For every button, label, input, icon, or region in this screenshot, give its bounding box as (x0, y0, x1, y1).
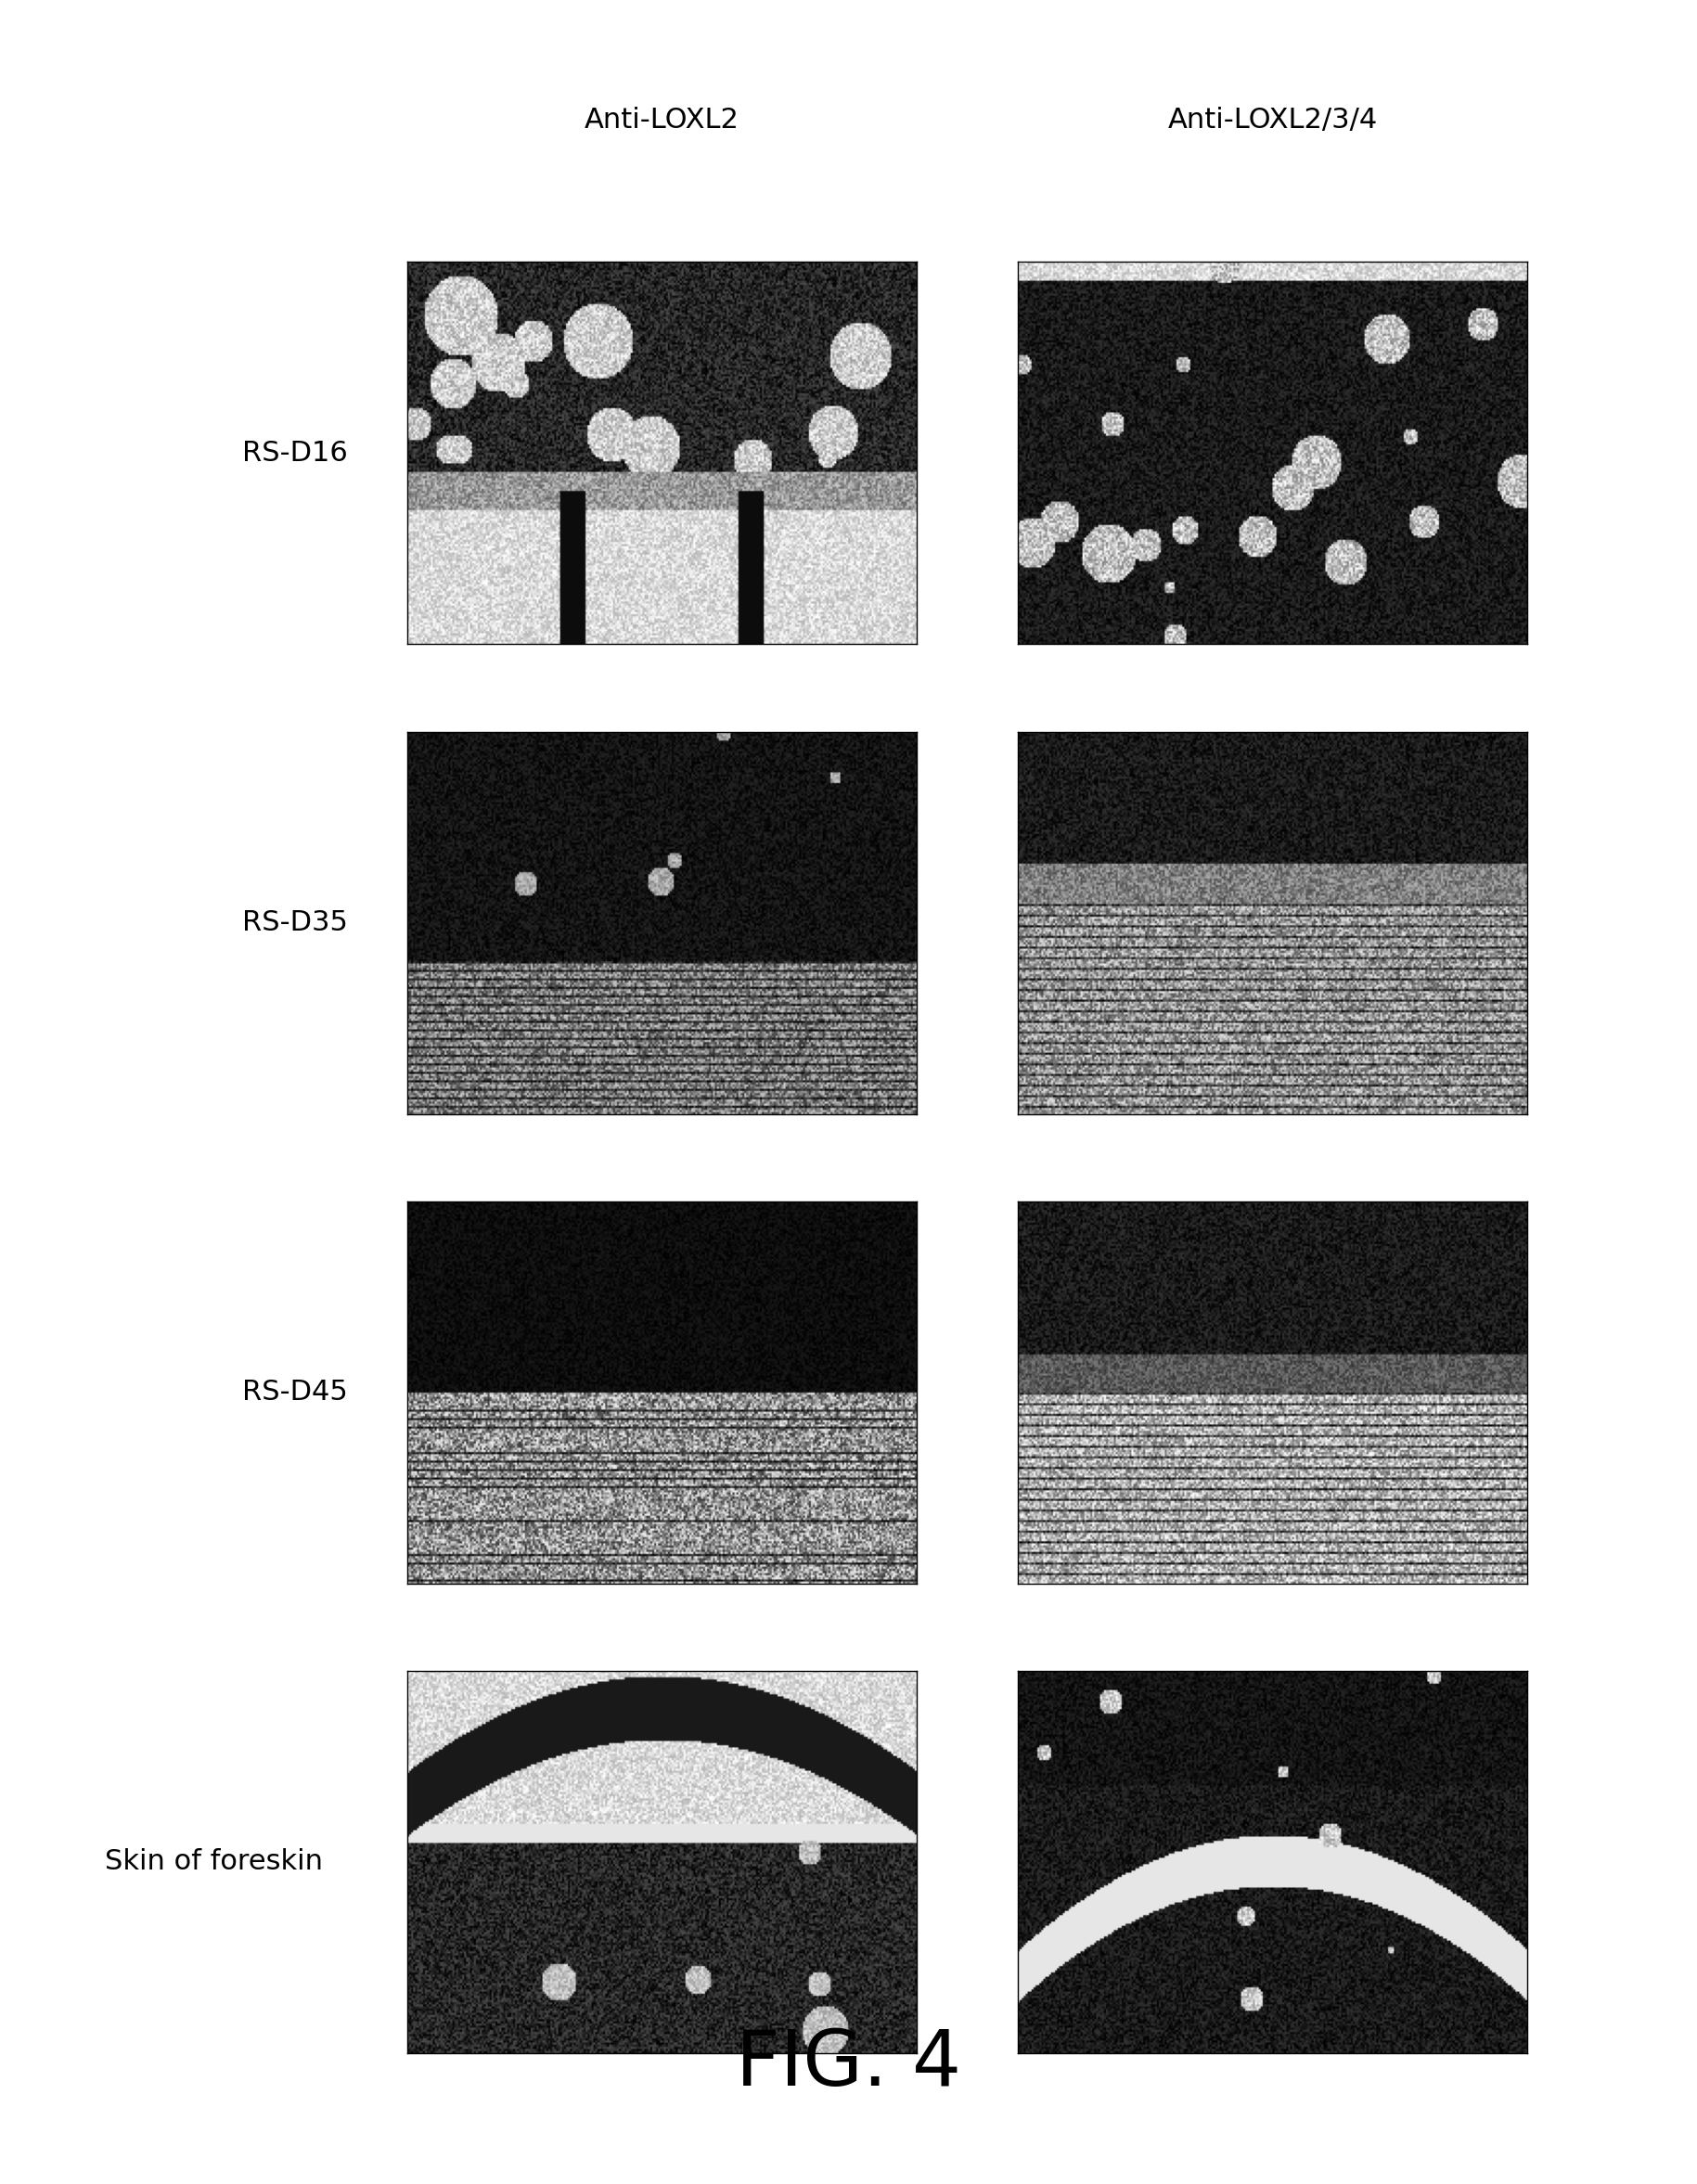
Text: RS-D16: RS-D16 (243, 439, 348, 467)
Text: Skin of foreskin: Skin of foreskin (105, 1848, 322, 1876)
Text: FIG. 4: FIG. 4 (736, 2027, 961, 2101)
Text: RS-D45: RS-D45 (243, 1378, 348, 1406)
Text: Anti-LOXL2/3/4: Anti-LOXL2/3/4 (1168, 107, 1378, 133)
Text: RS-D35: RS-D35 (243, 909, 348, 937)
Text: Anti-LOXL2: Anti-LOXL2 (584, 107, 740, 133)
